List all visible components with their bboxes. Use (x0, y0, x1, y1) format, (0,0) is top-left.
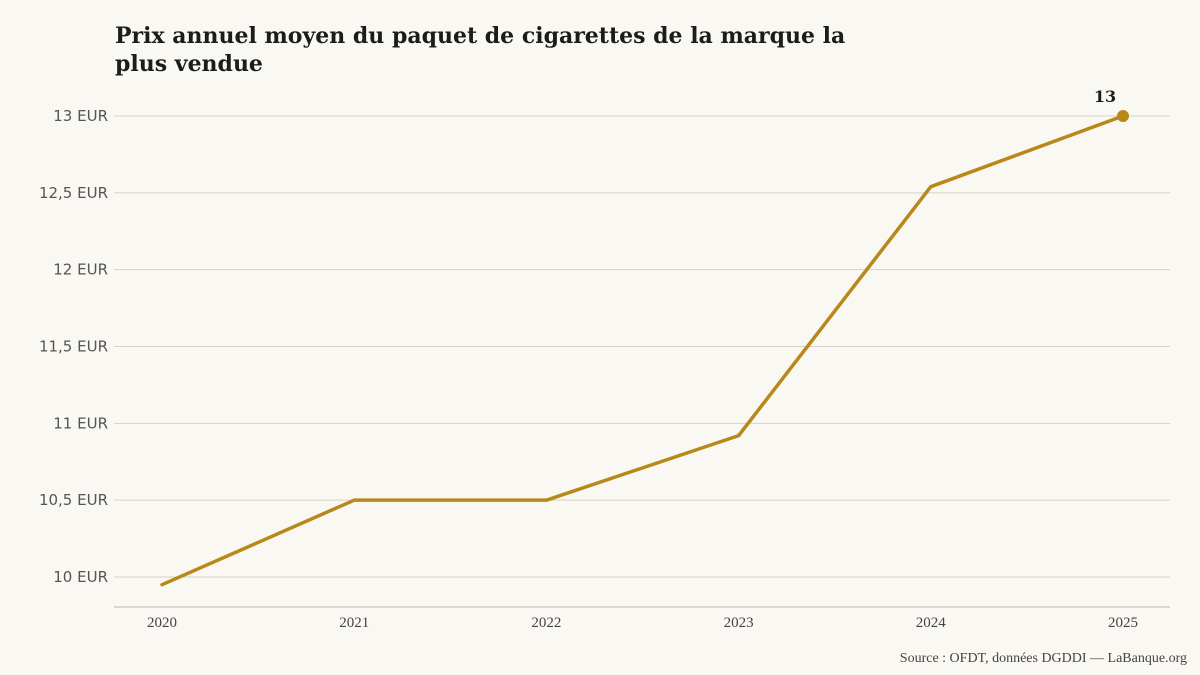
data-point (544, 498, 548, 502)
x-tick-label: 2022 (531, 615, 561, 631)
data-point (352, 498, 356, 502)
series-line (160, 114, 1125, 587)
x-tick-label: 2023 (724, 615, 754, 631)
end-point-marker (1117, 110, 1129, 122)
gridlines (114, 115, 1170, 578)
annotations: 13 (1094, 87, 1129, 122)
y-tick-label: 10,5 EUR (39, 491, 108, 509)
data-point (160, 583, 164, 587)
y-tick-label: 12 EUR (53, 261, 108, 279)
x-tick-label: 2020 (147, 615, 177, 631)
source-note: Source : OFDT, données DGDDI — LaBanque.… (899, 651, 1187, 666)
data-label: 13 (1094, 87, 1116, 106)
data-point (737, 434, 741, 438)
y-tick-label: 11 EUR (53, 414, 108, 432)
y-tick-label: 12,5 EUR (39, 184, 108, 202)
y-axis: 10 EUR 10,5 EUR 11 EUR 11,5 EUR 12 EUR 12,5 E… (39, 107, 108, 586)
series (160, 114, 1125, 587)
x-axis: 2020 2021 2022 2023 2024 2025 (114, 606, 1170, 631)
y-tick-label: 13 EUR (53, 107, 108, 125)
y-tick-label: 10 EUR (53, 568, 108, 586)
x-tick-label: 2025 (1108, 615, 1138, 631)
y-tick-label: 11,5 EUR (39, 338, 108, 356)
x-tick-label: 2024 (916, 615, 947, 631)
data-point (929, 185, 933, 189)
x-tick-label: 2021 (339, 615, 369, 631)
chart-title: Prix annuel moyen du paquet de cigarette… (115, 23, 846, 77)
